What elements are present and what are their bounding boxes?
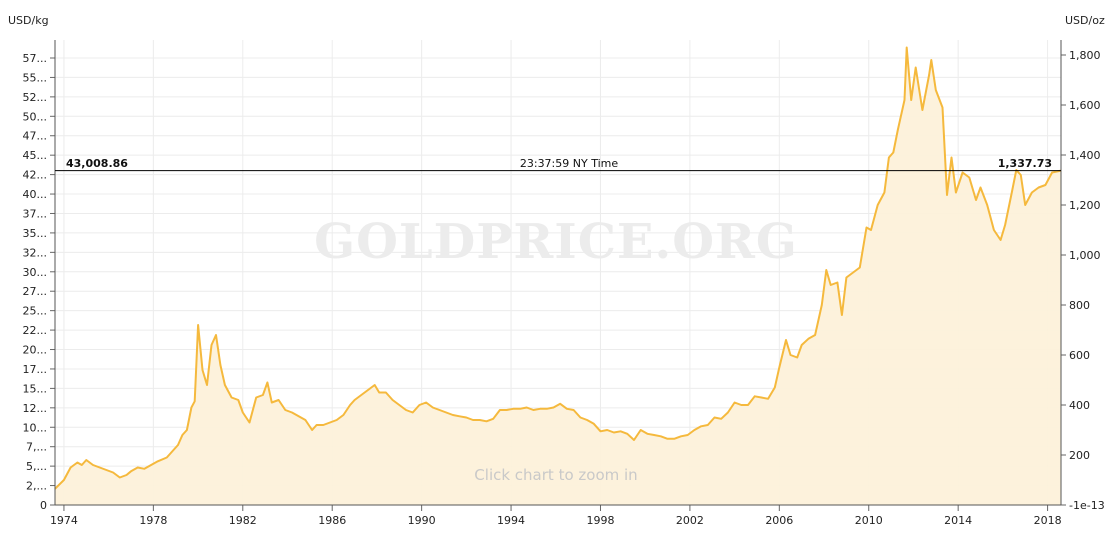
left-tick-label: 2,... — [26, 480, 47, 493]
watermark: GOLDPRICE.ORG — [314, 214, 798, 270]
right-axis-unit: USD/oz — [1065, 14, 1105, 27]
right-tick-label: 1,400 — [1069, 149, 1101, 162]
left-tick-label: 47... — [23, 130, 48, 143]
series-layer — [54, 46, 1062, 505]
left-tick-label: 50... — [23, 110, 48, 123]
right-tick-label: 200 — [1069, 449, 1090, 462]
left-tick-label: 5,... — [26, 460, 47, 473]
x-tick-label: 2018 — [1034, 514, 1062, 527]
x-tick-label: 1986 — [318, 514, 346, 527]
crosshair-time: 23:37:59 NY Time — [520, 157, 618, 170]
x-tick-label: 1994 — [497, 514, 525, 527]
zoom-hint[interactable]: Click chart to zoom in — [474, 466, 637, 484]
left-tick-label: 25... — [23, 305, 48, 318]
right-tick-label: 1,000 — [1069, 249, 1101, 262]
x-tick-label: 2002 — [676, 514, 704, 527]
left-tick-label: 22... — [23, 324, 48, 337]
x-tick-label: 1998 — [586, 514, 614, 527]
left-axis-unit: USD/kg — [8, 14, 49, 27]
left-tick-label: 37... — [23, 207, 48, 220]
left-tick-label: 17... — [23, 363, 48, 376]
left-tick-label: 12... — [23, 402, 48, 415]
left-tick-label: 32... — [23, 246, 48, 259]
crosshair-left-value: 43,008.86 — [66, 157, 128, 170]
right-tick-label: 400 — [1069, 399, 1090, 412]
right-tick-label: 1,800 — [1069, 49, 1101, 62]
x-tick-label: 1974 — [50, 514, 78, 527]
left-tick-label: 35... — [23, 227, 48, 240]
x-tick-label: 2014 — [944, 514, 972, 527]
x-tick-label: 1978 — [139, 514, 167, 527]
x-tick-label: 1982 — [229, 514, 257, 527]
x-tick-label: 2010 — [855, 514, 883, 527]
axes: 0 2,... 5,... 7,... 10... 12... 15... 17... 20..… — [23, 40, 1105, 527]
x-tick-label: 1990 — [408, 514, 436, 527]
x-tick-label: 2006 — [765, 514, 793, 527]
left-tick-label: 15... — [23, 382, 48, 395]
left-tick-label: 42... — [23, 169, 48, 182]
left-tick-label: 0 — [40, 499, 47, 512]
left-tick-label: 57... — [23, 52, 48, 65]
right-tick-label: -1e-13 — [1069, 499, 1105, 512]
right-tick-label: 1,200 — [1069, 199, 1101, 212]
series-line — [54, 46, 1062, 490]
right-tick-label: 600 — [1069, 349, 1090, 362]
series-area — [55, 47, 1061, 505]
left-tick-label: 10... — [23, 421, 48, 434]
left-tick-label: 45... — [23, 149, 48, 162]
right-tick-label: 1,600 — [1069, 99, 1101, 112]
left-tick-label: 27... — [23, 285, 48, 298]
left-tick-label: 7,... — [26, 441, 47, 454]
left-tick-label: 55... — [23, 71, 48, 84]
left-tick-label: 52... — [23, 91, 48, 104]
left-tick-label: 30... — [23, 266, 48, 279]
right-tick-label: 800 — [1069, 299, 1090, 312]
left-tick-label: 40... — [23, 188, 48, 201]
crosshair-right-value: 1,337.73 — [998, 157, 1052, 170]
left-tick-label: 20... — [23, 344, 48, 357]
